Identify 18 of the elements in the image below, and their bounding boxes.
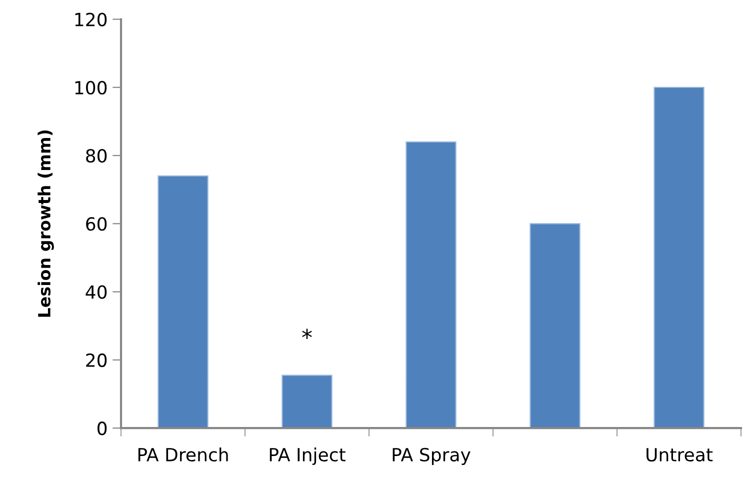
annotation: * <box>302 328 312 339</box>
bar <box>158 175 208 428</box>
y-tick-label: 20 <box>86 353 107 368</box>
x-tick-label: PA Inject <box>270 448 346 466</box>
bar <box>530 223 580 428</box>
x-tick-label: Untreat <box>646 448 713 462</box>
bar <box>654 86 704 428</box>
x-tick-label: PA Spray <box>392 448 470 466</box>
bar <box>282 374 332 428</box>
x-tick-label: PA Drench <box>138 448 228 462</box>
y-tick-label: 40 <box>86 285 107 299</box>
y-tick-label: 0 <box>98 422 107 436</box>
y-tick-label: 80 <box>86 148 107 163</box>
y-axis-title: Lesion growth (mm) <box>38 130 54 317</box>
y-tick-label: 100 <box>75 80 107 94</box>
bar <box>406 141 456 428</box>
y-tick-label: 60 <box>86 217 107 231</box>
y-tick-label: 120 <box>75 12 107 26</box>
